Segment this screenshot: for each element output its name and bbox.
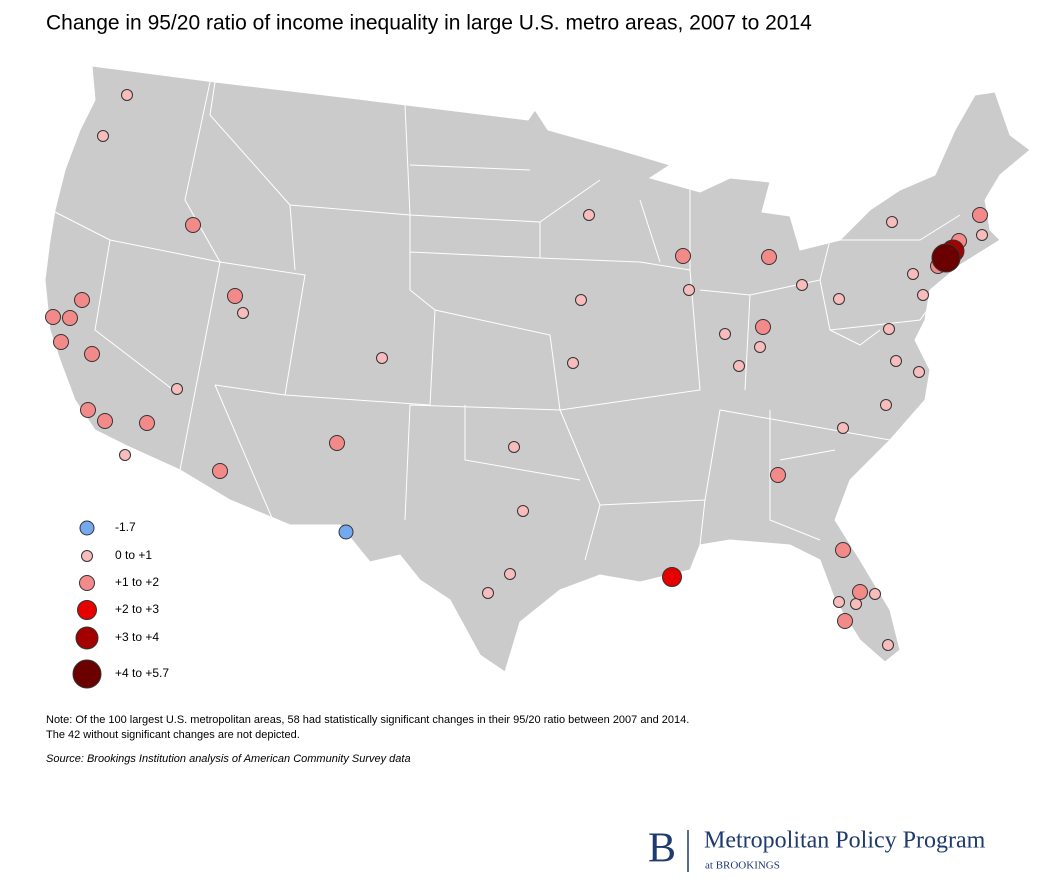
metro-dot: [329, 435, 345, 451]
legend-swatch: [75, 626, 99, 650]
metro-dot: [62, 310, 78, 326]
legend-swatch: [79, 575, 95, 591]
metro-dot: [850, 598, 862, 610]
metro-dot: [683, 284, 695, 296]
metro-dot: [880, 399, 892, 411]
metro-dot: [508, 441, 520, 453]
metro-dot: [583, 209, 595, 221]
legend-label: +1 to +2: [115, 575, 159, 589]
metro-dot: [376, 352, 388, 364]
metro-dot: [835, 542, 851, 558]
legend-label: 0 to +1: [115, 548, 152, 562]
metro-dot: [755, 319, 771, 335]
metro-dot: [212, 463, 228, 479]
metro-dot: [837, 422, 849, 434]
metro-dot: [575, 294, 587, 306]
metro-dot: [171, 383, 183, 395]
metro-dot: [917, 289, 929, 301]
metro-dot: [833, 293, 845, 305]
metro-dot: [227, 288, 243, 304]
metro-dot: [662, 567, 682, 587]
metro-dot: [852, 584, 868, 600]
note-line: Note: Of the 100 largest U.S. metropolit…: [46, 714, 689, 726]
metro-dot: [74, 292, 90, 308]
note-line: The 42 without significant changes are n…: [46, 729, 300, 741]
metro-dot: [770, 467, 786, 483]
metro-dot: [97, 130, 109, 142]
metro-dot: [237, 307, 249, 319]
logo-sub: at BROOKINGS: [705, 860, 780, 872]
metro-dot: [976, 229, 988, 241]
legend-label: +4 to +5.7: [115, 666, 169, 680]
metro-dot: [80, 402, 96, 418]
us-outline: [44, 65, 1031, 673]
metro-dot: [796, 279, 808, 291]
logo-name: Metropolitan Policy Program: [704, 828, 986, 854]
legend-swatch: [81, 550, 93, 562]
metro-dot: [121, 89, 133, 101]
state-lines: [54, 81, 961, 561]
metro-dot: [883, 323, 895, 335]
metro-dot: [972, 207, 988, 223]
metro-dot: [185, 217, 201, 233]
metro-dot: [97, 413, 113, 429]
logo: B Metropolitan Policy Program at BROOKIN…: [648, 826, 986, 872]
metro-dot: [913, 366, 925, 378]
metro-dot: [761, 249, 777, 265]
metro-dot: [504, 568, 516, 580]
metro-dots: [45, 89, 988, 651]
legend-label: -1.7: [115, 520, 136, 534]
metro-dot: [931, 243, 961, 273]
metro-dot: [517, 505, 529, 517]
us-map: [44, 65, 1031, 673]
metro-dot: [886, 216, 898, 228]
source: Source: Brookings Institution analysis o…: [46, 753, 411, 765]
metro-dot: [139, 415, 155, 431]
metro-dot: [84, 346, 100, 362]
metro-dot: [719, 328, 731, 340]
metro-dot: [907, 268, 919, 280]
title: Change in 95/20 ratio of income inequali…: [46, 12, 812, 35]
legend-swatch: [77, 600, 97, 620]
metro-dot: [45, 309, 61, 325]
metro-dot: [833, 596, 845, 608]
metro-dot: [890, 355, 902, 367]
metro-dot: [733, 360, 745, 372]
metro-dot: [338, 524, 354, 540]
metro-dot: [869, 588, 881, 600]
metro-dot: [53, 334, 69, 350]
legend-swatch: [72, 659, 102, 689]
legend-swatch: [79, 520, 95, 536]
metro-dot: [675, 248, 691, 264]
legend: -1.7 0 to +1 +1 to +2 +2 to +3 +3 to +4 +4 to…: [72, 520, 169, 689]
logo-letter: B: [648, 826, 676, 872]
metro-dot: [567, 357, 579, 369]
metro-dot: [754, 341, 766, 353]
metro-dot: [482, 587, 494, 599]
metro-dot: [882, 639, 894, 651]
metro-dot: [119, 449, 131, 461]
legend-label: +2 to +3: [115, 602, 159, 616]
metro-dot: [837, 613, 853, 629]
legend-label: +3 to +4: [115, 630, 159, 644]
